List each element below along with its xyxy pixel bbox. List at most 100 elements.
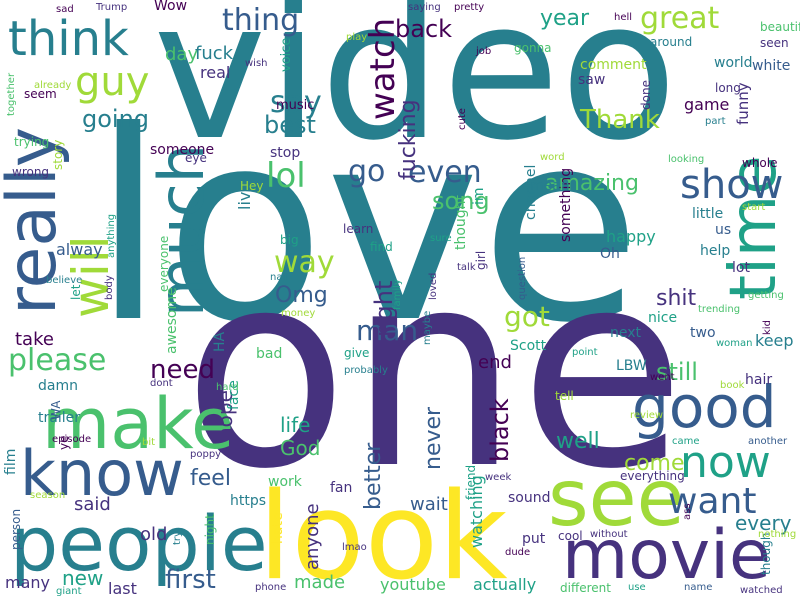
word-saw: saw — [578, 72, 605, 88]
word-gonna: gonna — [514, 41, 552, 55]
word-go: go — [348, 154, 385, 189]
word-learn: learn — [343, 222, 373, 236]
word-everyone: everyone — [157, 236, 171, 292]
word-everything: everything — [620, 469, 685, 483]
word-back: back — [395, 15, 452, 43]
word-nail: nail — [270, 272, 288, 283]
word-woman: woman — [716, 338, 753, 349]
word-beautiful: beautiful — [760, 20, 800, 34]
word-people: people — [10, 499, 268, 588]
word-came: came — [672, 436, 700, 447]
word-better: better — [361, 442, 386, 510]
word-start: start — [742, 202, 765, 213]
word-need: need — [150, 355, 215, 385]
word-look: look — [258, 468, 508, 600]
word-wrong: wrong — [12, 165, 49, 179]
word-sad: sad — [56, 4, 74, 15]
word-hair: hair — [745, 372, 772, 388]
word-please: please — [8, 343, 106, 378]
word-wait: wait — [410, 494, 448, 515]
word-question: question — [517, 257, 528, 300]
word-episode: episode — [52, 434, 91, 445]
word-every: every — [735, 511, 792, 535]
word-fan: fan — [330, 480, 352, 496]
word-music: music — [276, 98, 314, 113]
word-money: money — [281, 308, 315, 319]
word-even: even — [408, 155, 482, 190]
word-time: time — [717, 155, 791, 300]
word-trump: Trump — [95, 2, 127, 13]
word-thank: Thank — [579, 105, 660, 135]
word-cute: cute — [457, 108, 468, 130]
word-movie: movie — [562, 516, 771, 595]
word-comment: comment — [580, 57, 647, 73]
word-oh: Oh — [600, 246, 620, 262]
word-god: God — [280, 436, 320, 460]
word-looking: looking — [668, 154, 704, 165]
word-week: week — [485, 472, 511, 483]
word-already: already — [34, 80, 71, 91]
word-say: say — [270, 85, 322, 120]
word-watch: watch — [363, 18, 403, 120]
word-whole: whole — [742, 156, 777, 170]
word-ye: ye — [57, 436, 71, 450]
word-tell: tell — [555, 389, 574, 403]
word-amazing: amazing — [545, 171, 639, 196]
word-hell: hell — [614, 12, 632, 23]
word-little: little — [692, 206, 723, 222]
word-great: great — [640, 1, 720, 36]
word-though: though — [759, 533, 773, 575]
word-night: night — [203, 514, 217, 545]
word-another: another — [748, 436, 788, 447]
word-going: going — [82, 105, 149, 133]
word-shit: shit — [656, 286, 697, 311]
word-thought: thought — [453, 194, 469, 250]
word-film: film — [3, 449, 19, 475]
word-end: end — [478, 352, 512, 373]
word-something: something — [558, 168, 574, 242]
word-said: said — [74, 494, 111, 515]
word-anyone: anyone — [302, 503, 323, 570]
word-poppy: poppy — [190, 449, 221, 460]
word-point: point — [572, 347, 598, 358]
word-someone: someone — [150, 142, 214, 158]
word-use: use — [628, 582, 646, 593]
word-right: right — [370, 281, 398, 337]
word-probably: probably — [344, 365, 388, 376]
word-wa: WA — [49, 400, 63, 420]
word-guy: guy — [75, 59, 149, 105]
word-review: review — [630, 410, 663, 421]
word-seem: seem — [24, 87, 57, 101]
word-happy: happy — [606, 227, 656, 246]
word-game: game — [684, 95, 729, 114]
word-wish: wish — [245, 58, 268, 69]
word-hey: Hey — [240, 179, 264, 193]
word-watched: watched — [740, 585, 783, 596]
word-ass: ass — [682, 503, 693, 520]
word-person: person — [9, 509, 23, 550]
word-will: will — [62, 235, 120, 318]
word-anything: anything — [106, 214, 117, 258]
word-first: first — [165, 565, 216, 595]
word-part: part — [705, 116, 726, 127]
word-good: good — [632, 373, 777, 441]
word-actually: actually — [473, 575, 536, 594]
word-man: man — [356, 314, 418, 347]
word-im: im — [471, 187, 487, 205]
word-cool: cool — [558, 529, 583, 543]
word-live: live — [235, 182, 254, 210]
word-lol: lol — [266, 156, 306, 196]
word-show: show — [680, 162, 783, 208]
word-year: year — [540, 6, 590, 31]
word-us: us — [715, 222, 731, 238]
word-life: life — [280, 413, 310, 437]
word-girl: girl — [474, 251, 488, 270]
word-together: together — [6, 72, 17, 116]
word-put: put — [522, 531, 546, 547]
word-take: take — [15, 329, 54, 350]
word-face: face — [226, 380, 242, 410]
word-bad: bad — [256, 346, 282, 362]
word-watching: watching — [467, 475, 486, 548]
word-new: new — [62, 566, 103, 590]
